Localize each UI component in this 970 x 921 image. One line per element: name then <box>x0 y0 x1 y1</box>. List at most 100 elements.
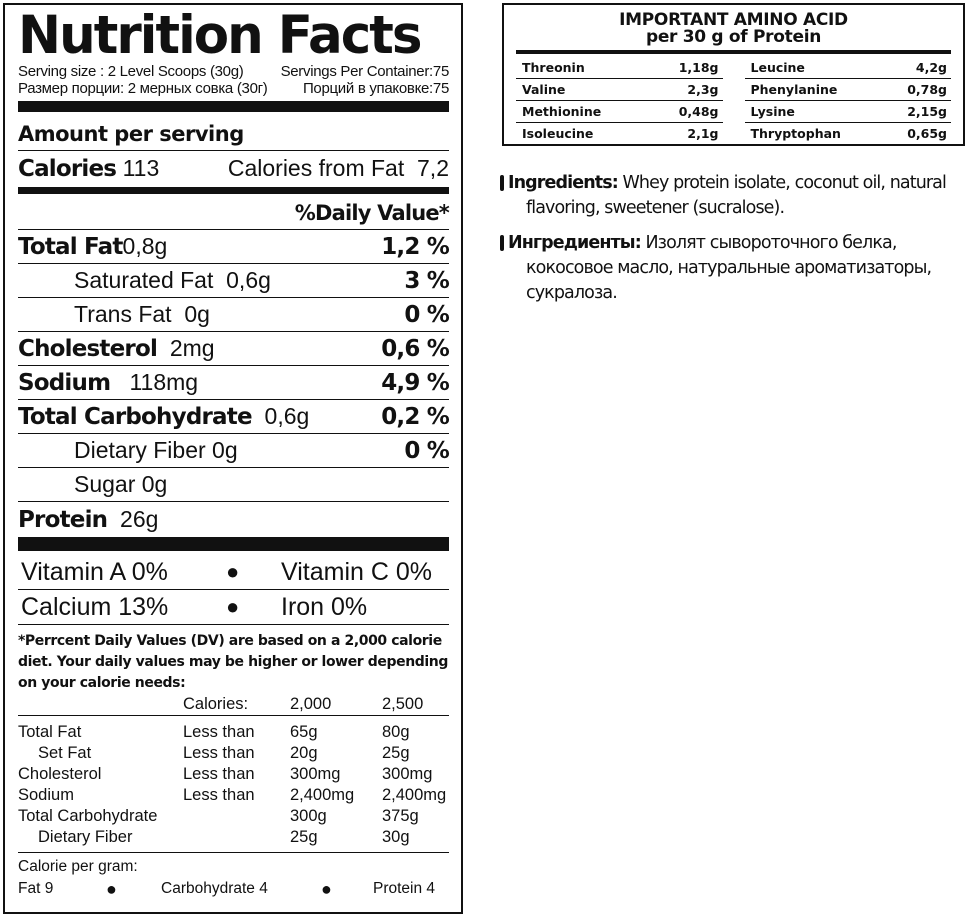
dv-cell: 300mg <box>382 765 433 783</box>
nutrient-dv: 3 % <box>404 267 449 294</box>
bullet-icon: ● <box>226 559 240 584</box>
dv-cell: Set Fat <box>38 744 92 762</box>
amino-row: Threonin 1,18g <box>516 57 723 79</box>
amino-name: Threonin <box>522 60 585 75</box>
dv-cell <box>183 827 290 848</box>
nutrient-label: Dietary Fiber <box>74 437 206 463</box>
amino-row: Phenylanine 0,78g <box>744 79 951 101</box>
dv-header-cell: Calories: <box>183 694 290 716</box>
nutrient-dv: 0,6 % <box>381 335 450 362</box>
dv-header-cell: 2,500 <box>382 694 449 716</box>
table-row: Total Carbohydrate 300g 375g <box>18 806 449 827</box>
daily-value-header: %Daily Value* <box>294 200 450 225</box>
ingredients-label-en: Ingredients: <box>508 173 619 193</box>
vitamin-c: Vitamin C 0% <box>281 557 432 586</box>
nutrient-amount: 0g <box>184 301 210 327</box>
divider-thick <box>516 50 951 54</box>
language-badge-en: EN <box>476 175 504 191</box>
ingredients-en: EN Ingredients: Whey protein isolate, coc… <box>476 171 960 221</box>
dv-table-header: Calories: 2,000 2,500 <box>18 694 449 716</box>
amino-title-line2: per 30 g of Protein <box>645 27 822 47</box>
amino-value: 0,65g <box>907 126 947 141</box>
amino-grid: Threonin 1,18g Valine 2,3g Methionine 0,48g… <box>516 57 951 144</box>
vitamin-a: Vitamin A 0% <box>21 557 168 586</box>
nutrient-dv: 0,2 % <box>381 403 450 430</box>
bullet-icon: ● <box>226 594 240 619</box>
dv-header-cell: 2,000 <box>290 694 382 716</box>
nutrient-amount: 0,6g <box>226 267 271 293</box>
servings-ru: Порций в упаковке:75 <box>302 80 449 97</box>
dv-cell: Sodium <box>18 786 74 804</box>
serving-size: Serving size : 2 Level Scoops (30g) <box>18 63 244 80</box>
dv-cell: Less than <box>183 765 255 783</box>
ingredients-ru: RU Ингредиенты: Изолят сывороточного белк… <box>476 231 960 306</box>
nutrient-amount: 26g <box>120 505 159 532</box>
amino-name: Thryptophan <box>750 126 841 141</box>
amino-value: 4,2g <box>915 60 947 75</box>
amino-row: Leucine 4,2g <box>744 57 951 79</box>
calorie-per-gram-row: Fat 9 ● Carbohydrate 4 ● Protein 4 <box>18 878 449 900</box>
dv-cell: 30g <box>382 828 410 846</box>
amino-name: Leucine <box>750 60 805 75</box>
vitamin-row: Vitamin A 0% ● Vitamin C 0% <box>18 555 449 590</box>
amino-name: Lysine <box>750 104 795 119</box>
divider-mid <box>18 187 449 194</box>
calories-label: Calories <box>18 155 117 182</box>
serving-info-en: Serving size : 2 Level Scoops (30g) Serv… <box>18 63 449 80</box>
nutrient-row-saturated-fat: Saturated Fat 0,6g 3 % <box>18 264 450 298</box>
amino-name: Isoleucine <box>522 126 594 141</box>
nutrient-row-total-carbohydrate: Total Carbohydrate 0,6g 0,2 % <box>18 400 450 434</box>
amino-value: 0,78g <box>907 82 947 97</box>
amino-name: Methionine <box>522 104 602 119</box>
nutrient-amount: 0,8g <box>122 233 168 259</box>
nutrient-dv: 0 % <box>404 301 449 328</box>
daily-value-footnote: *Perrcent Daily Values (DV) are based on… <box>18 633 448 691</box>
calorie-per-gram-label: Calorie per gram: <box>18 858 138 875</box>
dv-cell: 65g <box>290 723 318 741</box>
dv-cell: Total Fat <box>18 723 82 741</box>
dv-cell: Less than <box>183 723 255 741</box>
amino-column-right: Leucine 4,2g Phenylanine 0,78g Lysine 2,15g… <box>744 57 952 144</box>
nutrient-dv: 0 % <box>404 437 449 464</box>
table-row: Sodium Less than 2,400mg 2,400mg <box>18 785 449 806</box>
mineral-row: Calcium 13% ● Iron 0% <box>18 590 449 625</box>
dv-cell: Less than <box>183 786 255 804</box>
servings-per-container: Servings Per Container:75 <box>280 63 450 80</box>
nutrient-amount: 0g <box>212 437 238 463</box>
amino-name: Phenylanine <box>750 82 838 97</box>
amino-row: Thryptophan 0,65g <box>745 123 952 144</box>
language-badge-ru: RU <box>476 235 504 251</box>
nutrient-label: Protein <box>18 506 108 533</box>
daily-value-table: Calories: 2,000 2,500 Total Fat Less tha… <box>18 694 449 848</box>
dv-cell: 25g <box>290 828 318 846</box>
nutrition-facts-panel: Nutrition Facts Serving size : 2 Level S… <box>3 3 463 914</box>
nutrient-row-cholesterol: Cholesterol 2mg 0,6 % <box>18 332 450 366</box>
ingredients-text-ru: Изолят сывороточного белка, кокосовое ма… <box>526 233 932 303</box>
amino-row: Methionine 0,48g <box>516 101 723 123</box>
nutrient-row-sugar: Sugar 0g <box>18 468 449 502</box>
calcium: Calcium 13% <box>21 592 169 621</box>
amino-row: Isoleucine 2,1g <box>516 123 723 144</box>
nutrient-row-trans-fat: Trans Fat 0g 0 % <box>18 298 450 332</box>
dv-cell: Cholesterol <box>18 765 102 783</box>
amino-value: 2,1g <box>687 126 719 141</box>
ingredients-text-en: Whey protein isolate, coconut oil, natur… <box>526 173 947 218</box>
nutrient-label: Trans Fat <box>74 301 172 327</box>
amino-row: Valine 2,3g <box>516 79 723 101</box>
amino-value: 1,18g <box>678 60 719 75</box>
nutrient-amount: 118mg <box>129 369 199 395</box>
nutrient-dv: 4,9 % <box>381 369 450 396</box>
iron: Iron 0% <box>281 592 368 621</box>
daily-value-header-row: %Daily Value* <box>18 196 450 230</box>
dv-cell: 25g <box>382 744 410 762</box>
amino-title: IMPORTANT AMINO ACID per 30 g of Protein <box>516 12 951 46</box>
dv-cell: Dietary Fiber <box>38 828 133 846</box>
calories-row: Calories 113 Calories from Fat 7,2 <box>18 151 449 185</box>
calories-value: 113 <box>122 154 160 181</box>
dv-cell: 20g <box>290 744 318 762</box>
dv-cell: 2,400mg <box>290 786 355 804</box>
ingredients-label-ru: Ингредиенты: <box>508 233 642 253</box>
nutrient-label: Sodium <box>18 370 111 396</box>
nutrient-amount: 2mg <box>169 335 215 361</box>
nutrient-label: Sugar <box>74 471 136 497</box>
